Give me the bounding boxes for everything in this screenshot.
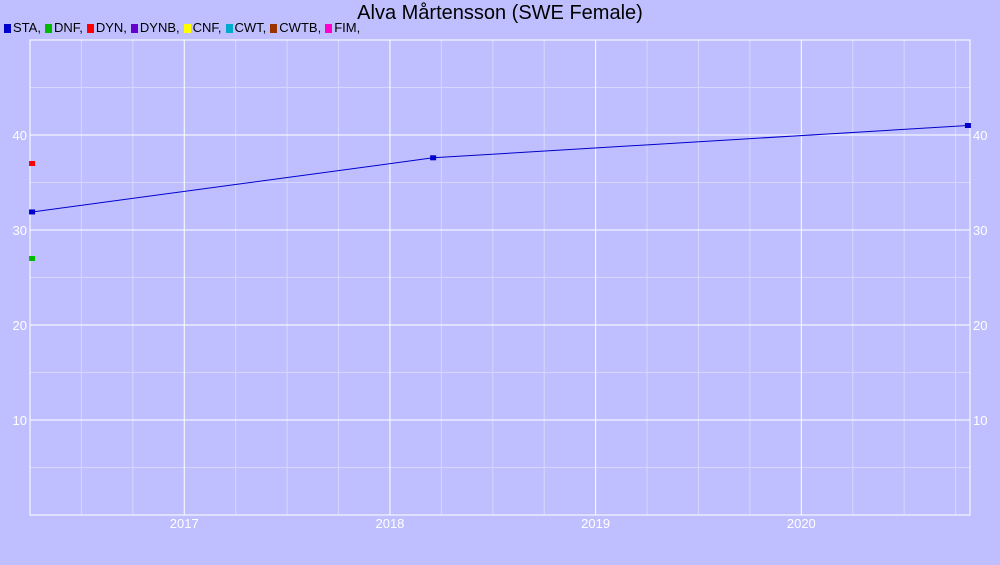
y-tick-label-right: 20 bbox=[973, 318, 987, 333]
data-point bbox=[29, 209, 36, 215]
legend-swatch bbox=[86, 24, 94, 33]
legend-swatch bbox=[183, 24, 191, 33]
legend-entry: CWTB, bbox=[270, 20, 321, 36]
series-line bbox=[31, 125, 968, 213]
legend-swatch bbox=[225, 24, 233, 33]
legend-entry: CNF, bbox=[183, 20, 222, 36]
legend-entry: STA, bbox=[4, 20, 41, 36]
legend-entry: CWT, bbox=[225, 20, 267, 36]
legend-entry: DNF, bbox=[44, 20, 83, 36]
y-tick-label-right: 40 bbox=[973, 128, 987, 143]
y-tick-label-left: 10 bbox=[13, 413, 27, 428]
data-point bbox=[29, 256, 36, 261]
y-tick-label-left: 20 bbox=[13, 318, 27, 333]
legend-swatch bbox=[325, 24, 333, 33]
y-tick-label-right: 30 bbox=[973, 223, 987, 238]
legend-label: FIM, bbox=[334, 20, 361, 35]
legend-label: DYNB, bbox=[139, 20, 180, 35]
legend-label: DYN, bbox=[95, 20, 127, 35]
legend-label: CWT, bbox=[234, 20, 267, 35]
y-tick-label-right: 10 bbox=[973, 413, 987, 428]
data-point bbox=[29, 161, 36, 166]
data-point bbox=[964, 123, 971, 128]
legend-label: DNF, bbox=[53, 20, 83, 35]
legend-swatch bbox=[44, 24, 52, 33]
x-tick-label: 2020 bbox=[787, 516, 816, 531]
legend-swatch bbox=[130, 24, 138, 33]
chart-title: Alva Mårtensson (SWE Female) bbox=[357, 2, 643, 24]
data-point bbox=[430, 155, 437, 161]
x-tick-label: 2019 bbox=[581, 516, 610, 531]
legend-entry: DYN, bbox=[86, 20, 127, 36]
legend-swatch bbox=[4, 24, 11, 33]
legend-label: STA, bbox=[13, 20, 41, 35]
legend-entry: FIM, bbox=[325, 20, 360, 36]
x-tick-label: 2018 bbox=[375, 516, 404, 531]
legend: STA, DNF, DYN, DYNB, CNF, CWT, CWTB, FIM, bbox=[4, 20, 364, 36]
plot-frame bbox=[29, 39, 971, 516]
y-tick-label-left: 30 bbox=[13, 223, 27, 238]
legend-label: CWTB, bbox=[279, 20, 322, 35]
legend-label: CNF, bbox=[192, 20, 222, 35]
legend-entry: DYNB, bbox=[130, 20, 180, 36]
y-tick-label-left: 40 bbox=[13, 128, 27, 143]
legend-swatch bbox=[270, 24, 278, 33]
x-tick-label: 2017 bbox=[170, 516, 199, 531]
